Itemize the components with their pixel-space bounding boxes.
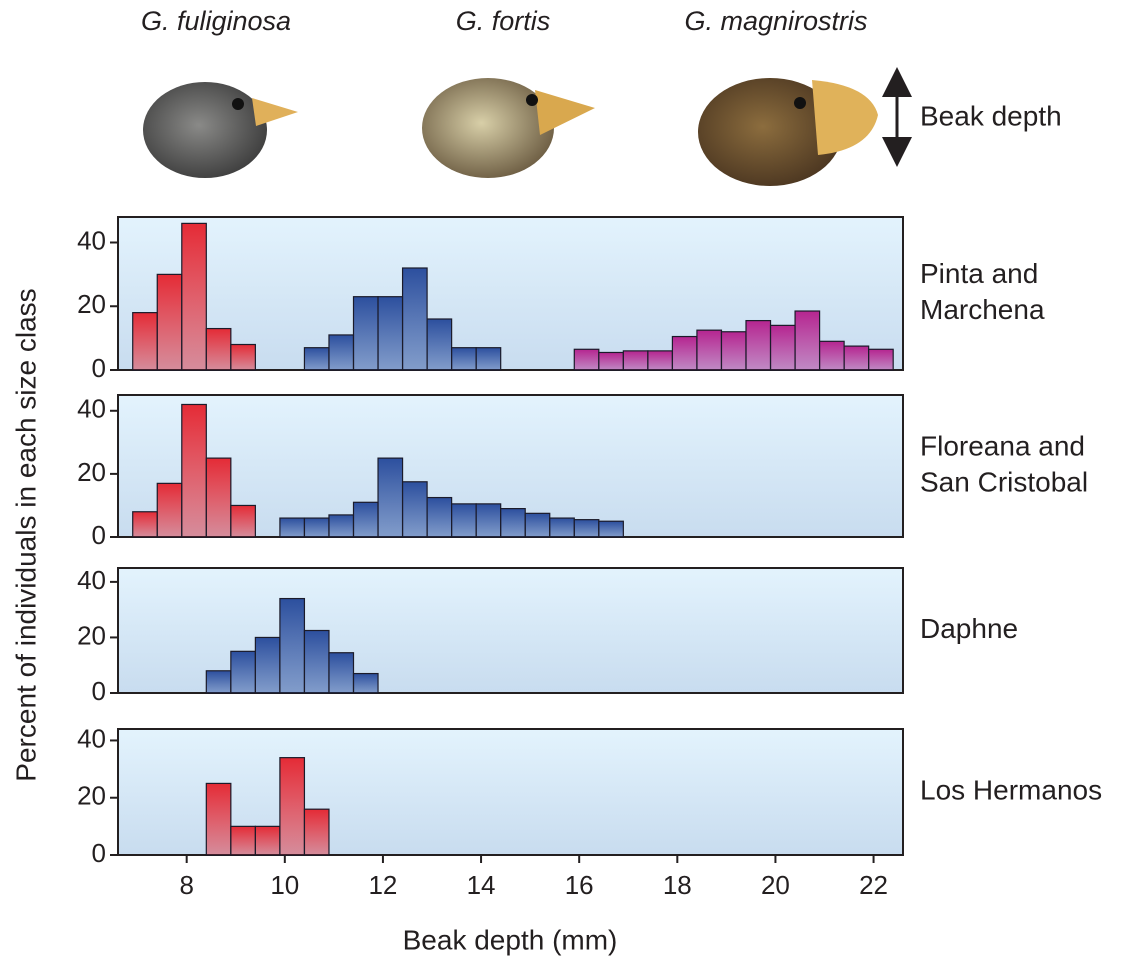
x-tick-label: 12 [368,870,397,900]
y-tick-label: 40 [77,723,106,753]
histogram-bar [623,351,648,370]
x-tick-label: 14 [467,870,496,900]
species-label: G. fuliginosa [141,6,291,36]
histogram-bar [820,341,845,370]
histogram-bar [206,458,231,537]
histogram-bar [427,319,452,370]
histogram-bar [280,599,305,693]
histogram-bar [697,330,722,370]
histogram-bar [231,826,256,855]
histogram-bar [133,313,158,370]
panel-title: Pinta and [920,258,1038,289]
y-tick-label: 0 [92,353,106,383]
histogram-bar [501,509,526,537]
histogram-bar [255,826,280,855]
y-tick-label: 40 [77,225,106,255]
y-tick-label: 40 [77,565,106,595]
histogram-bar [304,809,329,855]
histogram-bar [427,498,452,537]
histogram-bar [452,504,477,537]
x-tick-label: 20 [761,870,790,900]
y-tick-label: 0 [92,838,106,868]
y-tick-label: 20 [77,289,106,319]
histogram-bar [476,504,501,537]
histogram-bar [648,351,673,370]
histogram-bar [182,404,207,537]
species-label: G. magnirostris [684,6,867,36]
y-tick-label: 20 [77,620,106,650]
histogram-bar [599,352,624,370]
histogram-bar [206,783,231,855]
histogram-bar [746,321,771,370]
histogram-bar [133,512,158,537]
histogram-bar [329,515,354,537]
histogram-bar [574,520,599,537]
histogram-bar [721,332,746,370]
bird-magnirostris [698,78,878,186]
histogram-bar [206,671,231,693]
histogram-bar [599,521,624,537]
y-tick-label: 20 [77,457,106,487]
species-label: G. fortis [456,6,551,36]
histogram-bar [304,631,329,694]
histogram-bar [304,348,329,370]
panel-title: Daphne [920,613,1018,644]
y-tick-label: 20 [77,781,106,811]
histogram-bar [231,651,256,693]
histogram-bar [354,297,379,370]
y-tick-label: 0 [92,676,106,706]
panel-title: Marchena [920,294,1045,325]
histogram-bar [329,653,354,693]
x-tick-label: 16 [565,870,594,900]
panel-title: Floreana and [920,430,1085,461]
histogram-bar [255,637,280,693]
histogram-bar [672,337,697,370]
histogram-bar [182,223,207,370]
histogram-bar [378,458,403,537]
histogram-bar [403,482,428,537]
x-tick-label: 8 [179,870,193,900]
histogram-bar [476,348,501,370]
histogram-bar [525,513,550,537]
y-axis-label: Percent of individuals in each size clas… [10,288,41,781]
indicator-label: Beak depth [920,100,1062,131]
histogram-bar [329,335,354,370]
histogram-bar [206,329,231,370]
x-tick-label: 10 [270,870,299,900]
histogram-bar [354,502,379,537]
bird-fortis [422,78,595,178]
histogram-bar [280,758,305,855]
histogram-bar [452,348,477,370]
histogram-bar [844,346,869,370]
x-tick-label: 22 [859,870,888,900]
x-axis-label: Beak depth (mm) [403,924,618,955]
histogram-bar [574,349,599,370]
y-tick-label: 0 [92,520,106,550]
histogram-bar [403,268,428,370]
x-tick-label: 18 [663,870,692,900]
histogram-bar [795,311,820,370]
histogram-bar [354,674,379,693]
histogram-bar [157,483,182,537]
histogram-bar [157,274,182,370]
histogram-bar [231,505,256,537]
histogram-bar [869,349,894,370]
histogram-bar [771,325,796,370]
bird-fuliginosa [143,82,298,178]
panel-title: Los Hermanos [920,774,1102,805]
y-tick-label: 40 [77,394,106,424]
figure: G. fuliginosa G. fortis G. magnirostris … [0,0,1143,959]
histogram-bar [231,345,256,371]
histogram-bar [280,518,305,537]
panel-title: San Cristobal [920,466,1088,497]
histogram-bar [378,297,403,370]
histogram-bar [304,518,329,537]
histogram-bar [550,518,575,537]
